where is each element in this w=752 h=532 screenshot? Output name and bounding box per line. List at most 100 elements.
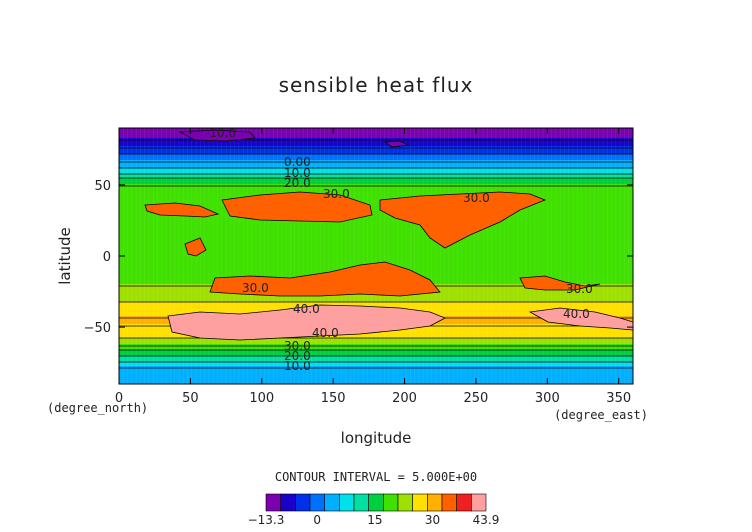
heatmap-band — [119, 252, 633, 255]
colorbar-label: 43.9 — [473, 513, 500, 527]
contour-interval-text: CONTOUR INTERVAL = 5.000E+00 — [275, 470, 477, 484]
heatmap-band — [119, 128, 633, 131]
heatmap-band — [119, 260, 633, 263]
heatmap-band — [119, 238, 633, 241]
colorbar-label: 15 — [367, 513, 382, 527]
colorbar-swatch — [383, 493, 399, 512]
heatmap-band — [119, 186, 633, 189]
heatmap-band — [119, 300, 633, 303]
heatmap-band — [119, 374, 633, 377]
heatmap-band — [119, 148, 633, 151]
heatmap-band — [119, 190, 633, 193]
patch-equator-west — [184, 237, 207, 257]
heatmap-band — [119, 164, 633, 167]
heatmap-band — [119, 216, 633, 219]
y-tick-label: 0 — [103, 250, 111, 265]
heatmap-band — [119, 304, 633, 307]
y-tick-label: −50 — [84, 321, 111, 336]
heatmap-band — [119, 218, 633, 221]
heatmap-band — [119, 208, 633, 211]
heatmap-band — [119, 250, 633, 253]
heatmap-band — [119, 232, 633, 235]
heatmap-band — [119, 182, 633, 185]
y-axis-unit: (degree_north) — [47, 401, 148, 415]
heatmap-band — [119, 166, 633, 169]
heatmap-band — [119, 144, 633, 147]
colorbar-swatch — [412, 493, 428, 512]
heatmap-band — [119, 350, 633, 353]
heatmap-band — [119, 344, 633, 347]
contour-label: -10.0 — [205, 126, 236, 140]
heatmap-band — [119, 194, 633, 197]
colorbar-swatch — [353, 493, 369, 512]
heatmap-band — [119, 228, 633, 231]
heatmap-band — [119, 140, 633, 143]
contour-label: 30.0 — [566, 282, 593, 296]
heatmap-band — [119, 298, 633, 301]
heatmap-band — [119, 178, 633, 181]
heatmap-band — [119, 258, 633, 261]
patch-north-west — [144, 202, 220, 218]
heatmap-band — [119, 342, 633, 345]
y-axis: −50 0 50 — [84, 179, 633, 336]
heatmap-band — [119, 146, 633, 149]
colorbar-label: −13.3 — [248, 513, 285, 527]
heatmap-band — [119, 210, 633, 213]
chart-title: sensible heat flux — [279, 73, 474, 97]
patch-south-pink-east — [528, 307, 633, 331]
heatmap-band — [119, 160, 633, 163]
colorbar-swatch — [280, 493, 296, 512]
contour-patches — [144, 129, 633, 341]
heatmap-band — [119, 240, 633, 243]
heatmap-band — [119, 382, 633, 384]
contour-label: 40.0 — [312, 326, 339, 340]
y-axis-label: latitude — [56, 227, 74, 285]
heatmap-band — [119, 362, 633, 365]
heatmap-band — [119, 302, 633, 305]
x-axis-label: longitude — [341, 429, 412, 447]
heatmap-band — [119, 222, 633, 225]
colorbar-swatch — [368, 493, 384, 512]
patch-south-pink-west — [167, 304, 446, 341]
heatmap-band — [119, 332, 633, 335]
heatmap-band — [119, 212, 633, 215]
heatmap-band — [119, 334, 633, 337]
colorbar-label: 30 — [425, 513, 440, 527]
contour-label: 30.0 — [323, 187, 350, 201]
contour-label: 40.0 — [293, 302, 320, 316]
patch-equator-central — [209, 261, 441, 297]
heatmap-band — [119, 184, 633, 187]
contour-label: 30.0 — [463, 191, 490, 205]
heatmap-band — [119, 364, 633, 367]
heatmap-band — [119, 294, 633, 297]
heatmap-band — [119, 256, 633, 259]
heatmap-band — [119, 224, 633, 227]
heatmap-band — [119, 176, 633, 179]
heatmap-band — [119, 202, 633, 205]
heatmap-band — [119, 230, 633, 233]
heatmap-band — [119, 196, 633, 199]
heatmap-band — [119, 358, 633, 361]
heatmap-band — [119, 200, 633, 203]
heatmap-band — [119, 156, 633, 159]
patch-arctic — [178, 129, 256, 142]
colorbar-swatch — [309, 493, 325, 512]
heatmap-band — [119, 198, 633, 201]
patch-north-central — [221, 191, 373, 223]
x-tick-label: 300 — [535, 391, 560, 406]
heatmap-band — [119, 348, 633, 351]
x-tick-label: 100 — [249, 391, 274, 406]
contour-label: 10.0 — [284, 359, 311, 373]
heatmap-band — [119, 244, 633, 247]
heatmap-band — [119, 170, 633, 173]
heatmap-band — [119, 376, 633, 379]
heatmap-band — [119, 356, 633, 359]
heatmap-band — [119, 246, 633, 249]
heatmap-band — [119, 380, 633, 383]
colorbar-swatch — [471, 493, 487, 512]
heatmap-band — [119, 226, 633, 229]
colorbar-swatch — [324, 493, 340, 512]
colorbar-swatch — [441, 493, 457, 512]
heatmap-band — [119, 134, 633, 137]
heatmap-band — [119, 340, 633, 343]
